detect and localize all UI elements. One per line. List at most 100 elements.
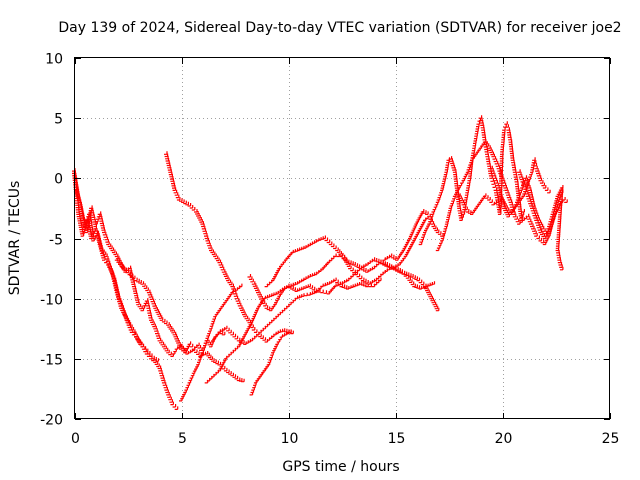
y-tick-label: -10 <box>40 293 63 309</box>
data-point <box>116 259 120 263</box>
data-point <box>508 199 513 203</box>
data-point <box>230 372 234 377</box>
data-point <box>286 283 290 288</box>
series-track-5 <box>164 151 294 343</box>
data-point <box>416 285 421 289</box>
data-point <box>201 223 205 228</box>
data-point <box>538 229 543 234</box>
data-point <box>205 237 210 242</box>
y-tick-label: -15 <box>40 353 63 369</box>
data-point <box>179 346 183 350</box>
data-point <box>207 242 211 247</box>
data-point <box>360 277 365 282</box>
data-point <box>425 287 429 292</box>
y-axis-label: SDTVAR / TECUs <box>7 181 23 296</box>
data-point <box>491 172 496 177</box>
data-point <box>333 253 337 258</box>
data-point <box>138 341 142 345</box>
data-point <box>228 371 232 375</box>
data-point <box>146 351 151 355</box>
data-point <box>117 298 122 302</box>
data-point <box>253 329 258 333</box>
data-point <box>420 209 425 213</box>
data-point <box>482 193 487 197</box>
y-tick-label: 0 <box>54 172 63 188</box>
data-point <box>235 298 240 302</box>
data-point <box>434 305 439 310</box>
data-point <box>536 222 540 226</box>
data-point <box>410 274 414 278</box>
data-point <box>217 259 222 264</box>
data-point <box>230 283 234 288</box>
data-point <box>309 285 314 289</box>
data-point <box>500 197 504 201</box>
data-point <box>452 167 456 171</box>
data-point <box>490 168 494 172</box>
data-point <box>484 141 488 145</box>
data-point <box>504 121 508 125</box>
data-point <box>255 287 259 292</box>
data-point <box>496 165 501 170</box>
data-point <box>450 160 454 165</box>
data-point <box>217 361 222 366</box>
data-point <box>167 394 171 398</box>
series-track-6 <box>179 283 243 402</box>
series-track-7 <box>204 253 440 384</box>
data-point <box>431 299 436 304</box>
data-point <box>228 281 233 286</box>
data-point <box>172 331 177 336</box>
data-point <box>412 275 416 279</box>
data-point <box>118 261 122 265</box>
data-point <box>111 275 116 279</box>
x-axis-label: GPS time / hours <box>282 459 399 475</box>
data-marks <box>72 115 568 410</box>
data-point <box>108 265 112 270</box>
data-point <box>256 289 260 294</box>
series-track-17 <box>457 157 551 215</box>
data-point <box>164 151 168 155</box>
data-point <box>498 170 502 175</box>
data-point <box>118 300 123 305</box>
data-point <box>363 278 367 283</box>
data-point <box>528 221 533 225</box>
data-point <box>156 311 161 315</box>
data-point <box>152 323 156 328</box>
data-point <box>236 337 241 342</box>
data-point <box>161 377 165 382</box>
data-point <box>113 282 118 286</box>
data-point <box>341 254 346 259</box>
data-point <box>518 171 522 176</box>
data-point <box>241 340 245 344</box>
data-point <box>99 245 103 249</box>
series-track-4 <box>114 257 245 383</box>
data-point <box>288 329 292 333</box>
data-point <box>426 289 430 294</box>
data-point <box>138 280 142 284</box>
data-point <box>157 313 162 317</box>
data-point <box>161 379 166 384</box>
data-point <box>339 283 344 288</box>
data-point <box>199 219 203 223</box>
data-point <box>531 225 535 230</box>
data-point <box>74 189 79 194</box>
data-point <box>514 216 518 220</box>
data-point <box>232 333 237 338</box>
data-point <box>124 317 129 321</box>
data-point <box>330 243 335 248</box>
data-point <box>151 300 156 305</box>
data-point <box>290 330 294 335</box>
data-point <box>164 347 169 352</box>
data-point <box>159 370 163 374</box>
data-point <box>102 231 107 236</box>
data-point <box>337 281 341 286</box>
data-point <box>176 340 180 344</box>
data-point <box>340 252 344 257</box>
data-point <box>194 209 198 213</box>
data-point <box>409 279 413 283</box>
data-point <box>562 197 566 201</box>
data-point <box>129 329 134 333</box>
data-point <box>160 375 165 379</box>
data-point <box>352 262 356 266</box>
data-point <box>371 257 376 261</box>
data-point <box>216 257 220 262</box>
